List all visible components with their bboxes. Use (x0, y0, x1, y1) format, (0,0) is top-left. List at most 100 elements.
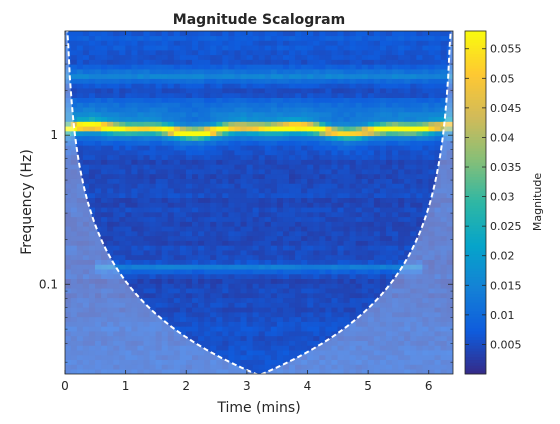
heatmap-cell (179, 125, 187, 132)
colorbar-segment (465, 142, 486, 146)
colorbar-segment (465, 279, 486, 283)
heatmap-cell (343, 97, 351, 103)
heatmap-cell (355, 40, 363, 46)
heatmap-cell (143, 35, 151, 41)
heatmap-cell (76, 192, 84, 199)
heatmap-cell (404, 92, 411, 98)
heatmap-cell (210, 168, 217, 175)
heatmap-cell (434, 235, 442, 241)
heatmap-cell (270, 40, 278, 46)
colorbar-segment (465, 342, 486, 346)
heatmap-cell (349, 31, 357, 37)
heatmap-cell (204, 130, 211, 137)
heatmap-cell (392, 216, 399, 222)
heatmap-cell (107, 154, 114, 160)
heatmap-cell (228, 259, 236, 265)
heatmap-cell (361, 316, 369, 322)
heatmap-cell (434, 106, 442, 113)
heatmap-cell (88, 173, 96, 179)
heatmap-cell (107, 302, 114, 308)
heatmap-cell (222, 264, 229, 270)
heatmap-cell (349, 97, 357, 103)
heatmap-cell (161, 135, 169, 141)
heatmap-cell (113, 287, 120, 294)
heatmap-cell (349, 168, 357, 175)
heatmap-cell (216, 78, 223, 84)
heatmap-cell (410, 307, 417, 313)
heatmap-cell (240, 97, 248, 103)
heatmap-cell (173, 159, 181, 165)
heatmap-cell (307, 183, 314, 189)
heatmap-cell (65, 302, 72, 308)
heatmap-cell (428, 92, 436, 98)
heatmap-cell (404, 68, 411, 75)
heatmap-cell (198, 206, 205, 213)
heatmap-cell (264, 268, 272, 275)
heatmap-cell (343, 192, 351, 199)
heatmap-cell (313, 316, 320, 322)
heatmap-cell (119, 49, 126, 56)
heatmap-cell (404, 97, 411, 103)
heatmap-cell (204, 264, 211, 270)
heatmap-cell (343, 216, 351, 222)
heatmap-cell (246, 44, 254, 51)
heatmap-cell (222, 140, 229, 146)
heatmap-cell (422, 330, 430, 337)
heatmap-cell (282, 287, 290, 294)
coi-boundary (66, 31, 452, 374)
heatmap-cell (161, 283, 169, 289)
heatmap-cell (167, 349, 175, 356)
heatmap-cell (161, 226, 169, 232)
heatmap-cell (234, 116, 242, 122)
heatmap-cell (82, 31, 90, 37)
heatmap-cell (434, 354, 442, 360)
heatmap-cell (131, 235, 139, 241)
heatmap-cell (101, 178, 108, 184)
heatmap-cell (349, 87, 357, 94)
colorbar-segment (465, 122, 486, 126)
heatmap-cell (246, 311, 254, 318)
heatmap-cell (204, 197, 211, 203)
heatmap-cell (210, 31, 217, 37)
heatmap-cell (301, 235, 308, 241)
heatmap-cell (404, 173, 411, 179)
heatmap-cell (416, 92, 423, 98)
heatmap-cell (70, 125, 78, 132)
heatmap-cell (161, 64, 169, 70)
heatmap-cell (143, 235, 151, 241)
heatmap-cell (125, 64, 132, 70)
heatmap-cell (404, 35, 411, 41)
heatmap-cell (264, 206, 272, 213)
heatmap-cell (210, 368, 217, 374)
heatmap-cell (70, 59, 78, 65)
heatmap-cell (137, 73, 145, 79)
heatmap-cell (246, 192, 254, 199)
heatmap-cell (143, 64, 151, 70)
heatmap-cell (76, 316, 84, 322)
heatmap-cell (289, 73, 296, 79)
heatmap-cell (386, 307, 393, 313)
heatmap-cell (88, 83, 96, 89)
heatmap-cell (210, 254, 217, 260)
heatmap-cell (192, 49, 199, 56)
heatmap-cell (373, 159, 381, 165)
heatmap-cell (70, 78, 78, 84)
heatmap-cell (82, 345, 90, 351)
heatmap-cell (276, 159, 284, 165)
heatmap-cell (398, 135, 405, 141)
heatmap-cell (82, 130, 90, 137)
heatmap-cell (216, 259, 223, 265)
heatmap-cell (404, 330, 411, 337)
heatmap-cell (210, 54, 217, 60)
heatmap-cell (434, 111, 442, 118)
heatmap-cell (125, 302, 132, 308)
heatmap-cell (240, 197, 248, 203)
heatmap-cell (289, 240, 296, 246)
heatmap-cell (204, 302, 211, 308)
heatmap-cell (404, 149, 411, 156)
heatmap-cell (252, 40, 260, 46)
heatmap-cell (289, 307, 296, 313)
heatmap-cell (95, 202, 102, 208)
heatmap-cell (216, 31, 223, 37)
heatmap-cell (422, 73, 430, 79)
